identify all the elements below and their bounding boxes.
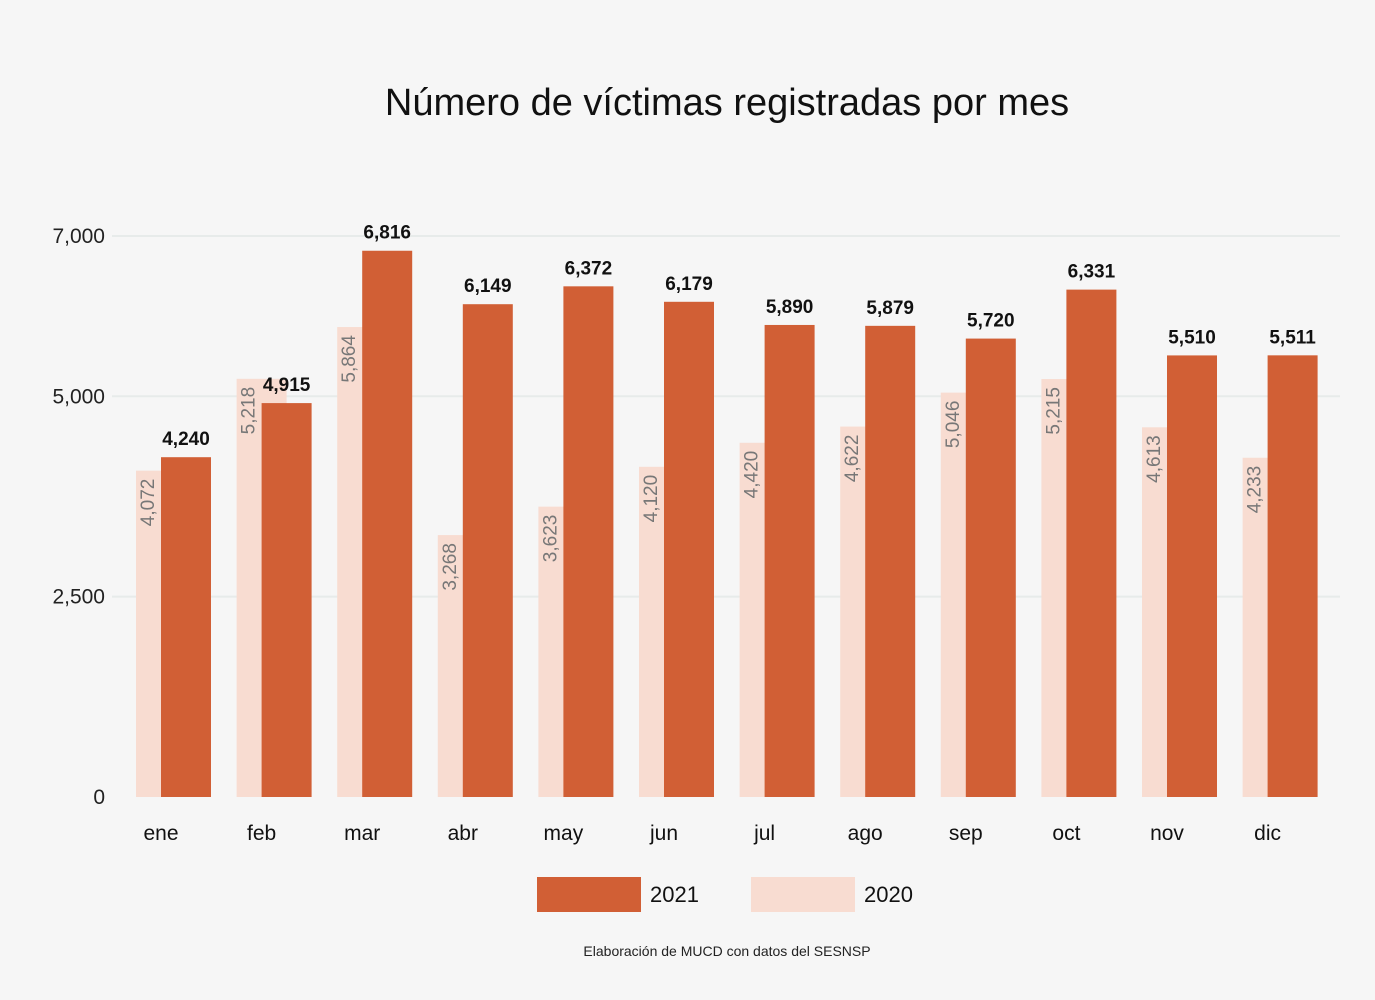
y-tick-label: 7,000 [52,225,105,248]
data-label-2021: 6,149 [464,276,512,297]
x-tick-label: dic [1254,822,1281,845]
x-tick-label: may [544,822,584,845]
bar-2021 [865,325,916,797]
data-label-2021: 5,890 [766,297,814,318]
data-label-2021: 5,720 [967,311,1015,332]
data-label-2020: 5,215 [1043,387,1064,435]
y-tick-label: 0 [93,786,105,809]
legend-label-2021: 2021 [650,882,699,907]
bar-2021 [362,250,413,798]
x-tick-label: nov [1150,822,1184,845]
data-label-2020: 4,233 [1245,466,1266,514]
data-label-2021: 6,816 [363,223,411,244]
data-label-2020: 3,268 [440,543,461,591]
data-label-2020: 4,613 [1144,435,1165,483]
bar-2021 [764,324,815,797]
x-tick-label: ago [848,822,883,845]
bar-2021 [563,286,614,797]
data-label-2020: 4,622 [842,435,863,483]
bar-2021 [1066,289,1117,797]
data-label-2021: 5,879 [866,298,914,319]
bar-2021 [1267,355,1318,797]
bar-2021 [161,457,211,797]
grid-lines [112,235,1340,598]
x-tick-label: jun [649,822,678,845]
x-tick-label: mar [344,822,380,845]
y-axis: 0 2,500 5,000 7,000 [52,225,105,809]
data-label-2021: 6,331 [1068,262,1116,283]
source-note: Elaboración de MUCD con datos del SESNSP [583,943,870,959]
data-label-2021: 6,179 [665,274,713,295]
data-label-2021: 6,372 [565,258,613,279]
x-tick-label: sep [949,822,983,845]
data-label-2021: 5,510 [1168,327,1216,348]
data-label-2021: 5,511 [1269,327,1316,348]
data-label-2020: 5,046 [943,401,964,449]
legend-swatch-2021 [537,877,641,912]
y-tick-label: 2,500 [52,586,105,609]
x-tick-label: abr [448,822,478,845]
x-tick-label: oct [1052,822,1080,845]
bar-2021 [965,338,1016,797]
bar-2021 [261,403,312,797]
bar-2021 [1167,355,1217,797]
x-axis: ene feb mar abr may jun jul ago sep oct nov dic [143,822,1281,845]
y-tick-label: 5,000 [52,385,105,408]
bar-2021 [462,304,513,797]
legend-swatch-2020 [751,877,855,912]
x-tick-label: jul [753,822,775,845]
chart-title: Número de víctimas registradas por mes [385,82,1069,124]
bar-2021 [664,301,714,797]
x-tick-label: feb [247,822,276,845]
x-tick-label: ene [143,822,178,845]
data-label-2020: 5,218 [239,387,260,435]
data-label-2020: 5,864 [339,335,360,383]
data-label-2020: 3,623 [540,515,561,563]
data-label-2020: 4,120 [641,475,662,523]
legend-label-2020: 2020 [864,882,913,907]
data-label-2020: 4,072 [138,479,159,527]
legend: 2021 2020 [537,877,913,912]
data-label-2021: 4,915 [263,375,311,396]
data-label-2021: 4,240 [162,429,210,450]
data-label-2020: 4,420 [742,451,763,499]
